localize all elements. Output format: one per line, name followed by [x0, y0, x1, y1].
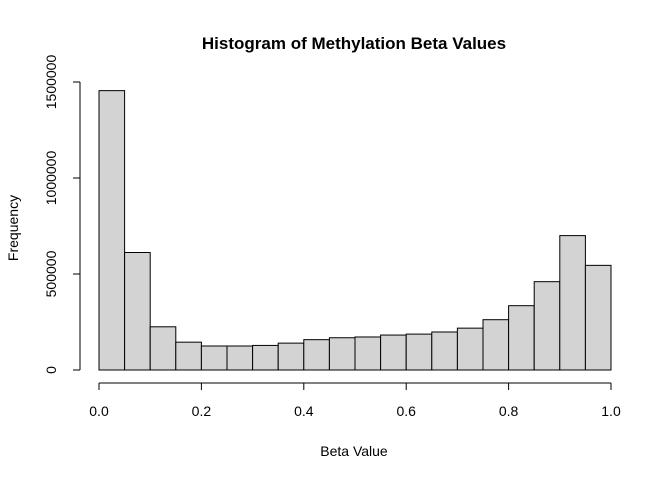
x-tick-label: 0.2 — [192, 403, 212, 419]
histogram-bar — [175, 341, 202, 371]
histogram-bar — [456, 327, 484, 371]
histogram-bar — [149, 326, 177, 371]
chart-title: Histogram of Methylation Beta Values — [202, 34, 506, 53]
y-axis: 0 500000 1000000 1500000 — [43, 55, 81, 374]
histogram-bar — [431, 331, 458, 371]
x-tick-label: 0.8 — [499, 403, 519, 419]
x-axis-label: Beta Value — [320, 443, 388, 459]
x-axis: 0.0 0.2 0.4 0.6 0.8 1.0 — [89, 382, 621, 419]
histogram-bar — [354, 336, 382, 371]
histogram-bar — [380, 334, 407, 371]
bars-group — [98, 90, 612, 371]
y-axis-label: Frequency — [5, 195, 21, 261]
x-tick-label: 0.0 — [89, 403, 109, 419]
histogram-bar — [482, 319, 510, 371]
x-tick-label: 0.6 — [396, 403, 416, 419]
y-tick-label: 500000 — [43, 250, 59, 297]
x-tick-label: 1.0 — [601, 403, 621, 419]
histogram-bar — [252, 344, 279, 371]
histogram-bar — [328, 337, 356, 371]
histogram-bar — [98, 90, 126, 371]
histogram-bar — [200, 345, 228, 371]
histogram-bar — [559, 235, 586, 371]
histogram-bar — [584, 264, 612, 371]
histogram-bar — [303, 339, 330, 371]
histogram-bar — [533, 281, 561, 371]
histogram-bar — [226, 345, 254, 371]
y-tick-label: 1000000 — [43, 151, 59, 206]
histogram-bar — [277, 342, 305, 371]
histogram-bar — [405, 333, 433, 371]
y-tick-label: 0 — [43, 366, 59, 374]
histogram-bar — [124, 251, 151, 371]
x-tick-label: 0.4 — [294, 403, 314, 419]
y-tick-label: 1500000 — [43, 55, 59, 110]
histogram-bar — [508, 305, 535, 371]
